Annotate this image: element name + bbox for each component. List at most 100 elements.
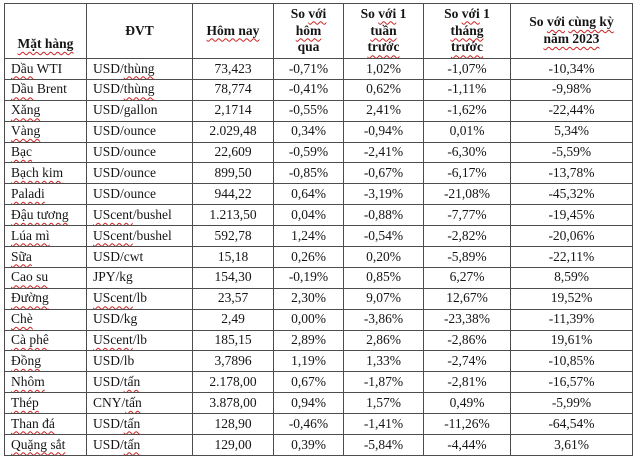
word: USD/	[93, 373, 124, 389]
squiggled-word: Chè	[11, 311, 33, 327]
unit-cell: UScent/lb	[86, 287, 193, 310]
pct-vs-month: 6,27%	[423, 266, 511, 289]
squiggled-word: trước	[450, 39, 484, 55]
squiggled-word: Paladi	[11, 185, 45, 201]
word: qua	[297, 39, 320, 55]
today-value: 15,18	[192, 246, 274, 268]
table-row: Paladi USD/ounce 944,22 0,64% -3,19% -21,08% -…	[4, 183, 633, 206]
commodity-name: Chè	[4, 308, 87, 331]
column-header-vs-week: So với 1 tuần trước	[343, 3, 424, 59]
table-row: Xăng USD/gallon 2,1714 -0,55% 2,41% -1,62% -22…	[4, 99, 633, 122]
table-row: Đồng USD/lb 3,7896 1,19% 1,33% -2,74% -10,85%	[4, 350, 633, 373]
squiggled-word: Sữa	[11, 248, 32, 264]
unit-cell: USD/tấn	[86, 434, 193, 456]
today-value: 592,78	[192, 225, 274, 248]
today-value: 3,7896	[192, 350, 274, 373]
squiggled-word: tấn	[123, 373, 141, 389]
word: /lb	[132, 332, 148, 348]
pct-vs-month: -6,30%	[423, 141, 511, 164]
pct-vs-week: -3,86%	[343, 308, 424, 331]
word: USD/	[93, 81, 124, 97]
word: So	[360, 5, 379, 21]
table-row: Chè USD/kg 2,49 0,00% -3,86% -23,38% -11,39%	[4, 308, 633, 331]
pct-vs-yesterday: -0,59%	[273, 141, 344, 164]
pct-vs-yesterday: 0,00%	[273, 308, 344, 331]
table-row: Sữa USD/cwt 15,18 0,26% 0,20% -5,89% -22,11%	[4, 246, 633, 268]
column-header-unit: ĐVT	[86, 3, 193, 59]
today-value: 129,00	[192, 434, 274, 456]
commodity-name: Dầu Brent	[4, 78, 87, 101]
unit-cell: USD/lb	[86, 350, 193, 373]
table-row: Than đá USD/tấn 128,90 -0,46% -1,41% -11,26% -…	[4, 413, 633, 436]
word: So	[444, 5, 462, 21]
today-value: 22,609	[192, 141, 274, 164]
pct-vs-month: -1,11%	[423, 78, 511, 101]
pct-vs-2023: -9,98%	[510, 78, 633, 101]
word: USD/ounce	[93, 144, 156, 160]
word: WTI	[33, 60, 63, 76]
pct-vs-2023: -16,57%	[510, 371, 633, 394]
today-value: 3.878,00	[192, 392, 274, 415]
today-value: 2.178,00	[192, 371, 274, 394]
pct-vs-month: -1,07%	[423, 58, 511, 80]
squiggled-word: Bạch kim	[11, 164, 64, 180]
today-value: 185,15	[192, 329, 274, 352]
pct-vs-month: -11,26%	[423, 413, 511, 436]
column-header-vs-yesterday: So với hôm qua	[273, 3, 344, 59]
squiggled-word: cùng kỳ	[568, 14, 614, 30]
table-row: Vàng USD/ounce 2.029,48 0,34% -0,94% 0,01% 5,3…	[4, 120, 633, 143]
pct-vs-yesterday: -0,19%	[273, 266, 344, 289]
squiggled-word: năm 2023	[543, 31, 600, 46]
commodity-name: Dầu WTI	[4, 58, 87, 80]
word: /lb	[132, 290, 148, 306]
column-header-commodity: Mặt hàng	[4, 3, 87, 59]
squiggled-word: thùng	[123, 60, 155, 76]
pct-vs-month: 12,67%	[423, 287, 511, 310]
table-row: Đường UScent/lb 23,57 2,30% 9,07% 12,67% 19,52…	[4, 287, 633, 310]
word: JPY/kg	[93, 269, 133, 285]
commodity-name: Đồng	[4, 350, 87, 373]
squiggled-word: tấn	[123, 436, 141, 452]
pct-vs-yesterday: 2,89%	[273, 329, 344, 352]
unit-cell: USD/ounce	[86, 141, 193, 164]
pct-vs-yesterday: 2,30%	[273, 287, 344, 310]
unit-cell: UScent/bushel	[86, 225, 193, 248]
squiggled-word: UScent	[93, 332, 133, 348]
pct-vs-2023: -5,99%	[510, 392, 633, 415]
squiggled-word: Dầu	[11, 81, 34, 97]
word: USD/lb	[93, 352, 135, 368]
squiggled-word: UScent	[93, 290, 133, 306]
word: ĐVT	[125, 22, 154, 38]
squiggled-word: Mặt hàng	[17, 36, 74, 52]
commodity-name: Cà phê	[4, 329, 87, 352]
today-value: 2.029,48	[192, 120, 274, 143]
pct-vs-week: 0,85%	[343, 266, 424, 289]
pct-vs-2023: 8,59%	[510, 266, 633, 289]
today-value: 2,49	[192, 308, 274, 331]
pct-vs-week: 1,02%	[343, 58, 424, 80]
squiggled-word: UScent	[93, 206, 133, 222]
pct-vs-week: -0,54%	[343, 225, 424, 248]
squiggled-word: hôm	[295, 22, 322, 38]
squiggled-word: Đậu tương	[11, 206, 69, 222]
pct-vs-yesterday: 0,67%	[273, 371, 344, 394]
squiggled-word: với	[546, 14, 565, 30]
squiggled-word: Bạc	[11, 144, 32, 160]
commodity-name: Nhôm	[4, 371, 87, 394]
table-row: Dầu WTI USD/thùng 73,423 -0,71% 1,02% -1,07% -…	[4, 58, 633, 80]
word: 1	[396, 5, 407, 21]
squiggled-word: UScent	[93, 227, 133, 243]
pct-vs-2023: -20,06%	[510, 225, 633, 248]
table-row: Cao su JPY/kg 154,30 -0,19% 0,85% 6,27% 8,59%	[4, 266, 633, 289]
pct-vs-yesterday: -0,41%	[273, 78, 344, 101]
pct-vs-2023: -11,39%	[510, 308, 633, 331]
today-value: 1.213,50	[192, 204, 274, 227]
unit-cell: USD/gallon	[86, 99, 193, 122]
pct-vs-month: -21,08%	[423, 183, 511, 206]
word: CNY/	[93, 394, 126, 410]
pct-vs-yesterday: 0,04%	[273, 204, 344, 227]
table-body: Dầu WTI USD/thùng 73,423 -0,71% 1,02% -1,07% -…	[4, 58, 633, 456]
header-row: Mặt hàng ĐVT Hôm nay So với hôm qua So với 1 tu…	[4, 3, 633, 59]
pct-vs-week: -5,84%	[343, 434, 424, 456]
pct-vs-month: -2,82%	[423, 225, 511, 248]
